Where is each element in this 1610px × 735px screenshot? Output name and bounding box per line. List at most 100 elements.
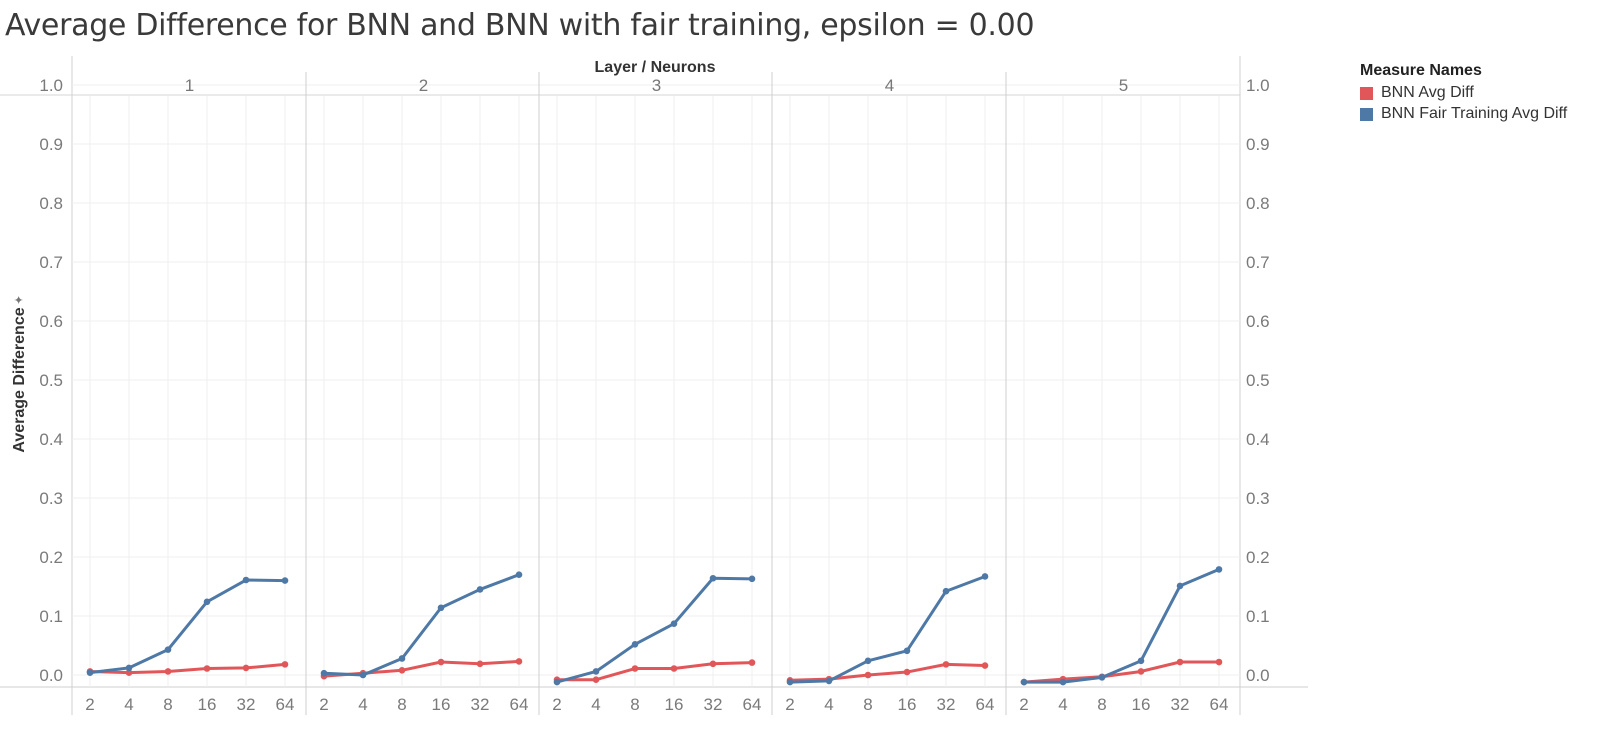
data-point-bnn-avg-diff (1137, 668, 1145, 675)
data-point-bnn-fair-training-avg-diff (1059, 678, 1067, 686)
data-point-bnn-fair-training-avg-diff (1176, 582, 1184, 590)
panel-header-label: 3 (652, 76, 661, 95)
data-point-bnn-avg-diff (437, 658, 445, 666)
x-tick-label: 32 (471, 695, 490, 714)
x-tick-label: 64 (976, 695, 995, 714)
legend-item-bnn-avg-diff[interactable]: BNN Avg Diff (1360, 84, 1567, 102)
data-point-bnn-avg-diff (1176, 658, 1184, 666)
data-point-bnn-fair-training-avg-diff (437, 604, 445, 612)
data-point-bnn-avg-diff (631, 665, 639, 672)
data-point-bnn-fair-training-avg-diff (359, 671, 367, 679)
data-point-bnn-fair-training-avg-diff (903, 647, 911, 655)
x-tick-label: 16 (665, 695, 684, 714)
data-point-bnn-fair-training-avg-diff (203, 598, 211, 606)
y-tick-label-right: 1.0 (1246, 76, 1270, 95)
panel-header-label: 2 (419, 76, 428, 95)
data-point-bnn-fair-training-avg-diff (631, 641, 639, 648)
data-point-bnn-avg-diff (125, 669, 133, 676)
data-point-bnn-avg-diff (515, 658, 523, 665)
x-tick-label: 4 (358, 695, 367, 714)
x-tick-label: 2 (85, 695, 94, 714)
data-point-bnn-avg-diff (476, 660, 484, 668)
data-point-bnn-fair-training-avg-diff (86, 669, 94, 676)
y-tick-label-right: 0.1 (1246, 607, 1270, 626)
x-tick-label: 32 (237, 695, 256, 714)
data-point-bnn-fair-training-avg-diff (1215, 566, 1223, 573)
legend-title: Measure Names (1360, 62, 1482, 79)
x-tick-label: 32 (704, 695, 723, 714)
series-line-bnn-avg-diff (555, 661, 754, 682)
panel-header-label: 5 (1119, 76, 1128, 95)
data-point-bnn-avg-diff (748, 659, 756, 666)
y-tick-label-right: 0.2 (1246, 548, 1270, 567)
x-tick-label: 8 (397, 695, 406, 714)
data-point-bnn-fair-training-avg-diff (398, 655, 406, 662)
x-tick-label: 32 (1171, 695, 1190, 714)
y-axis-title: Average Difference (11, 307, 28, 452)
y-tick-label-left: 0.5 (39, 371, 63, 390)
data-point-bnn-fair-training-avg-diff (125, 664, 133, 672)
series-line-bnn-fair-training-avg-diff (1022, 567, 1221, 684)
y-tick-label-right: 0.6 (1246, 312, 1270, 331)
y-tick-label-right: 0.5 (1246, 371, 1270, 390)
y-tick-label-right: 0.7 (1246, 253, 1270, 272)
y-tick-label-left: 0.9 (39, 135, 63, 154)
x-tick-label: 8 (1097, 695, 1106, 714)
series-line-bnn-fair-training-avg-diff (322, 573, 521, 677)
data-point-bnn-fair-training-avg-diff (748, 575, 756, 583)
data-point-bnn-avg-diff (981, 662, 989, 669)
series-line-bnn-avg-diff (88, 662, 287, 675)
series-line-bnn-fair-training-avg-diff (788, 574, 987, 684)
data-point-bnn-avg-diff (242, 664, 250, 672)
x-tick-label: 64 (510, 695, 529, 714)
series-line-bnn-avg-diff (788, 662, 987, 682)
x-tick-label: 16 (1132, 695, 1151, 714)
data-point-bnn-fair-training-avg-diff (786, 678, 794, 686)
data-point-bnn-fair-training-avg-diff (515, 571, 523, 578)
x-tick-label: 8 (630, 695, 639, 714)
x-tick-label: 64 (276, 695, 295, 714)
x-tick-label: 2 (552, 695, 561, 714)
panel-header-label: 1 (185, 76, 194, 95)
y-tick-label-right: 0.9 (1246, 135, 1270, 154)
chart-plot-area[interactable]: Layer / Neurons 0.0 0.0 0.1 0.1 0.2 0.2 0.3 0.3 0… (0, 0, 1310, 735)
x-tick-label: 2 (319, 695, 328, 714)
y-tick-label-right: 0.0 (1246, 666, 1270, 685)
x-tick-label: 2 (785, 695, 794, 714)
y-tick-label-left: 0.2 (39, 548, 63, 567)
data-point-bnn-fair-training-avg-diff (1137, 657, 1145, 665)
data-point-bnn-fair-training-avg-diff (942, 587, 950, 595)
data-point-bnn-fair-training-avg-diff (1020, 678, 1028, 686)
y-tick-label-right: 0.4 (1246, 430, 1270, 449)
data-point-bnn-fair-training-avg-diff (592, 668, 600, 675)
data-point-bnn-avg-diff (164, 668, 172, 675)
data-point-bnn-avg-diff (592, 676, 600, 684)
data-point-bnn-avg-diff (709, 660, 717, 668)
x-tick-label: 16 (198, 695, 217, 714)
series-line-bnn-fair-training-avg-diff (88, 578, 287, 675)
data-point-bnn-fair-training-avg-diff (981, 573, 989, 580)
chart-title: Average Difference for BNN and BNN with … (5, 8, 1035, 43)
x-tick-label: 4 (591, 695, 600, 714)
y-tick-label-left: 0.0 (39, 666, 63, 685)
data-point-bnn-fair-training-avg-diff (1098, 674, 1106, 681)
legend-item-bnn-fair-training-avg-diff[interactable]: BNN Fair Training Avg Diff (1360, 105, 1567, 123)
legend[interactable]: Measure Names BNN Avg Diff BNN Fair Trai… (1360, 62, 1567, 126)
legend-label: BNN Avg Diff (1381, 84, 1474, 101)
data-point-bnn-fair-training-avg-diff (242, 576, 250, 584)
column-header-label: Layer / Neurons (595, 59, 716, 76)
pin-icon: ✦ (12, 295, 26, 305)
legend-swatch-red-icon (1360, 86, 1373, 100)
y-tick-label-left: 0.8 (39, 194, 63, 213)
x-tick-label: 16 (432, 695, 451, 714)
panel-header-label: 4 (885, 76, 894, 95)
y-tick-label-left: 0.4 (39, 430, 63, 449)
data-point-bnn-fair-training-avg-diff (825, 677, 833, 685)
x-tick-label: 32 (937, 695, 956, 714)
data-point-bnn-fair-training-avg-diff (864, 657, 872, 665)
data-point-bnn-avg-diff (203, 665, 211, 672)
x-tick-label: 8 (863, 695, 872, 714)
data-point-bnn-avg-diff (903, 668, 911, 676)
y-tick-label-right: 0.8 (1246, 194, 1270, 213)
series-line-bnn-avg-diff (1022, 660, 1221, 684)
